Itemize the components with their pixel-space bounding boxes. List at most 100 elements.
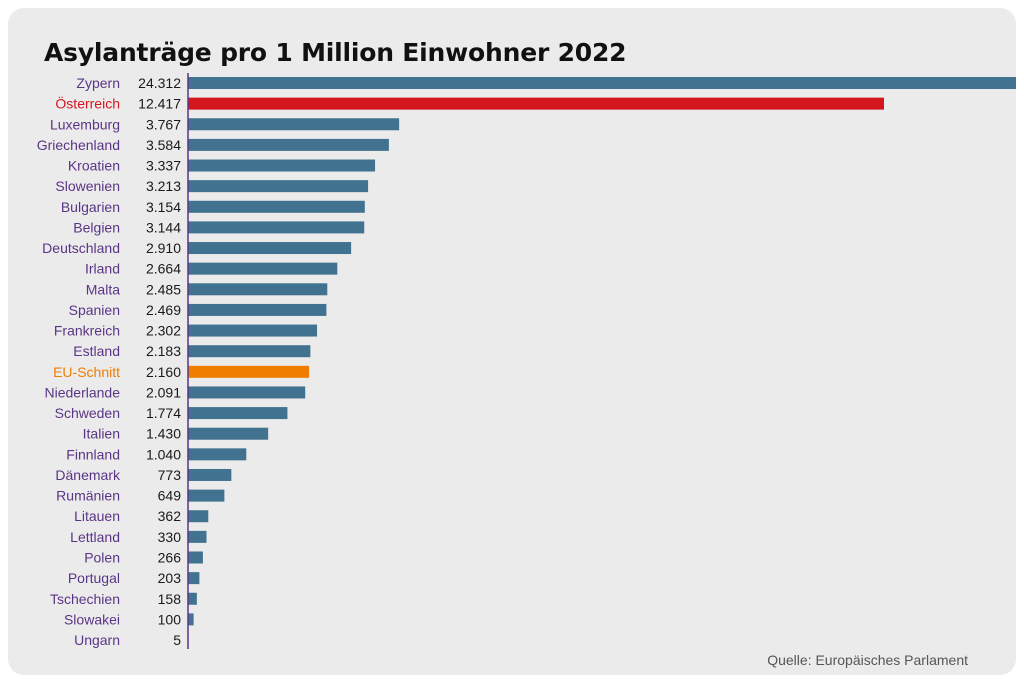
value-label-estland: 2.183 [146, 343, 181, 359]
category-label-zypern: Zypern [76, 75, 120, 91]
value-label-oesterreich: 12.417 [138, 96, 181, 112]
bar-bulgarien [188, 200, 365, 213]
value-label-eu-schnitt: 2.160 [146, 364, 181, 380]
value-label-deutschland: 2.910 [146, 240, 181, 256]
value-label-rumaenien: 649 [158, 488, 182, 504]
bar-row-lettland: Lettland 330 [70, 529, 207, 545]
bar-polen [188, 551, 203, 564]
value-label-finnland: 1.040 [146, 446, 181, 462]
category-label-bulgarien: Bulgarien [61, 199, 120, 215]
bar-row-irland: Irland 2.664 [85, 261, 338, 277]
value-label-schweden: 1.774 [146, 405, 181, 421]
value-label-malta: 2.485 [146, 281, 181, 297]
bars-group: Zypern 24.312 Österreich 12.417 Luxemburg 3.7… [37, 75, 1016, 648]
category-label-griechenland: Griechenland [37, 137, 120, 153]
bar-finnland [188, 448, 247, 461]
bar-slowenien [188, 180, 369, 193]
bar-row-slowenien: Slowenien 3.213 [55, 178, 369, 194]
bar-row-schweden: Schweden 1.774 [55, 405, 288, 421]
category-label-tschechien: Tschechien [50, 591, 120, 607]
bar-row-griechenland: Griechenland 3.584 [37, 137, 389, 153]
category-label-belgien: Belgien [73, 219, 120, 235]
bar-oesterreich [188, 97, 884, 110]
bar-row-polen: Polen 266 [84, 549, 203, 565]
bar-row-eu-schnitt: EU-Schnitt 2.160 [53, 364, 310, 380]
category-label-ungarn: Ungarn [74, 632, 120, 648]
bar-row-luxemburg: Luxemburg 3.767 [50, 116, 400, 132]
bar-row-deutschland: Deutschland 2.910 [42, 240, 352, 256]
category-label-malta: Malta [86, 281, 120, 297]
bar-eu-schnitt [188, 365, 310, 378]
chart-card: Asylanträge pro 1 Million Einwohner 2022… [8, 8, 1016, 675]
bar-row-bulgarien: Bulgarien 3.154 [61, 199, 365, 215]
bar-zypern [188, 77, 1016, 89]
source-note: Quelle: Europäisches Parlament [767, 652, 968, 668]
category-label-portugal: Portugal [68, 570, 120, 586]
value-label-daenemark: 773 [158, 467, 182, 483]
value-label-portugal: 203 [158, 570, 182, 586]
category-label-daenemark: Dänemark [55, 467, 121, 483]
bar-row-rumaenien: Rumänien 649 [56, 488, 225, 504]
bar-row-belgien: Belgien 3.144 [73, 219, 365, 235]
category-label-deutschland: Deutschland [42, 240, 120, 256]
bar-niederlande [188, 386, 306, 399]
bar-schweden [188, 407, 288, 420]
category-label-litauen: Litauen [74, 508, 120, 524]
bar-row-spanien: Spanien 2.469 [69, 302, 327, 318]
bar-malta [188, 283, 328, 296]
bar-row-frankreich: Frankreich 2.302 [54, 323, 318, 339]
value-label-griechenland: 3.584 [146, 137, 181, 153]
bar-row-ungarn: Ungarn 5 [74, 632, 189, 648]
bar-row-oesterreich: Österreich 12.417 [55, 95, 884, 112]
value-label-lettland: 330 [158, 529, 182, 545]
bar-slowakei [188, 613, 194, 626]
value-label-bulgarien: 3.154 [146, 199, 181, 215]
value-label-litauen: 362 [158, 508, 182, 524]
bar-italien [188, 427, 269, 440]
category-label-irland: Irland [85, 261, 120, 277]
bar-griechenland [188, 138, 389, 151]
bar-deutschland [188, 242, 352, 255]
value-label-luxemburg: 3.767 [146, 116, 181, 132]
bar-row-finnland: Finnland 1.040 [66, 446, 247, 462]
category-label-rumaenien: Rumänien [56, 488, 120, 504]
bar-row-tschechien: Tschechien 158 [50, 591, 197, 607]
category-label-frankreich: Frankreich [54, 323, 120, 339]
category-label-niederlande: Niederlande [45, 384, 121, 400]
bar-irland [188, 262, 338, 275]
bar-row-portugal: Portugal 203 [68, 570, 200, 586]
bar-chart: Zypern 24.312 Österreich 12.417 Luxemburg 3.7… [37, 73, 1016, 649]
category-label-slowenien: Slowenien [55, 178, 120, 194]
category-label-italien: Italien [83, 426, 120, 442]
bar-belgien [188, 221, 365, 234]
value-label-italien: 1.430 [146, 426, 181, 442]
bar-litauen [188, 510, 209, 523]
value-label-spanien: 2.469 [146, 302, 181, 318]
category-label-estland: Estland [73, 343, 120, 359]
category-label-polen: Polen [84, 549, 120, 565]
bar-lettland [188, 530, 207, 543]
value-label-irland: 2.664 [146, 261, 181, 277]
bar-row-slowakei: Slowakei 100 [64, 611, 194, 627]
value-label-polen: 266 [158, 549, 182, 565]
chart-title: Asylanträge pro 1 Million Einwohner 2022 [44, 38, 627, 67]
bar-row-estland: Estland 2.183 [73, 343, 311, 359]
bar-spanien [188, 303, 327, 316]
category-label-spanien: Spanien [69, 302, 120, 318]
value-label-frankreich: 2.302 [146, 323, 181, 339]
bar-rumaenien [188, 489, 225, 502]
category-label-oesterreich: Österreich [55, 95, 120, 112]
bar-portugal [188, 572, 200, 585]
bar-row-niederlande: Niederlande 2.091 [45, 384, 306, 400]
value-label-tschechien: 158 [158, 591, 182, 607]
bar-kroatien [188, 159, 376, 172]
value-label-slowenien: 3.213 [146, 178, 181, 194]
value-label-zypern: 24.312 [138, 75, 181, 91]
bar-tschechien [188, 592, 197, 605]
category-label-lettland: Lettland [70, 529, 120, 545]
bar-row-zypern: Zypern 24.312 [76, 75, 1016, 91]
bar-luxemburg [188, 118, 400, 131]
category-label-luxemburg: Luxemburg [50, 116, 120, 132]
bar-estland [188, 345, 311, 358]
category-label-slowakei: Slowakei [64, 611, 120, 627]
